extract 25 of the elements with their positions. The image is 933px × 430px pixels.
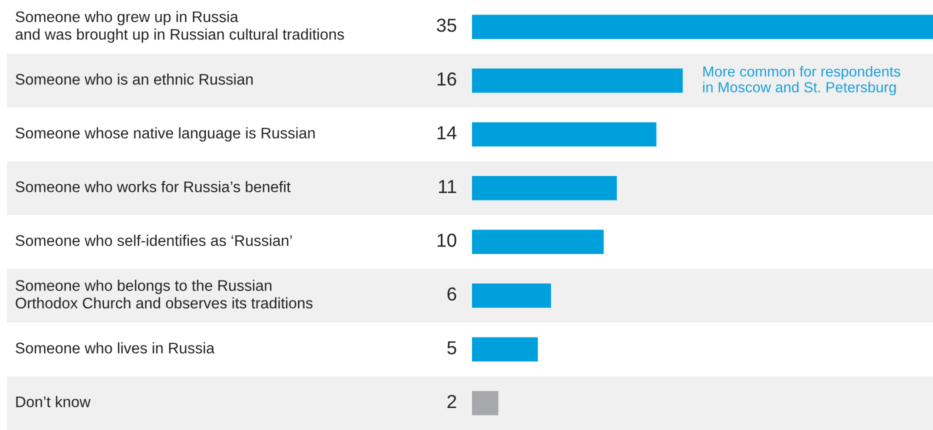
y-tick-label: Someone who self-identifies as ‘Russian’ — [16, 234, 292, 246]
bar — [472, 337, 538, 362]
bar — [472, 14, 933, 39]
bar — [472, 230, 604, 254]
data-label: 35 — [436, 18, 456, 32]
bar — [472, 391, 498, 416]
y-tick-label: Someone who works for Russia’s benefit — [16, 181, 291, 192]
y-tick-label: Someone whose native language is Russian — [16, 127, 315, 142]
y-tick-label: Don’t know — [16, 396, 91, 408]
bar — [472, 176, 617, 200]
data-label: 11 — [438, 180, 456, 193]
data-label: 5 — [447, 341, 456, 354]
annotation: More common for respondents in Moscow and St. Petersburg — [703, 66, 900, 96]
y-tick-label: Someone who lives in Russia — [16, 342, 215, 354]
bar — [472, 122, 656, 146]
bar — [472, 284, 552, 308]
data-label: 6 — [448, 287, 456, 301]
y-tick-label: Someone who grew up in Russia and was brought up in Russian cultural traditions — [16, 10, 344, 43]
data-label: 16 — [438, 72, 456, 86]
y-tick-label: Someone who is an ethnic Russian — [16, 74, 253, 85]
data-label: 2 — [448, 394, 456, 408]
data-label: 14 — [438, 126, 456, 140]
y-tick-label: Someone who belongs to the Russian Orthodox Church and observes its traditions — [16, 280, 313, 309]
data-label: 10 — [438, 234, 456, 247]
bar — [472, 68, 683, 93]
